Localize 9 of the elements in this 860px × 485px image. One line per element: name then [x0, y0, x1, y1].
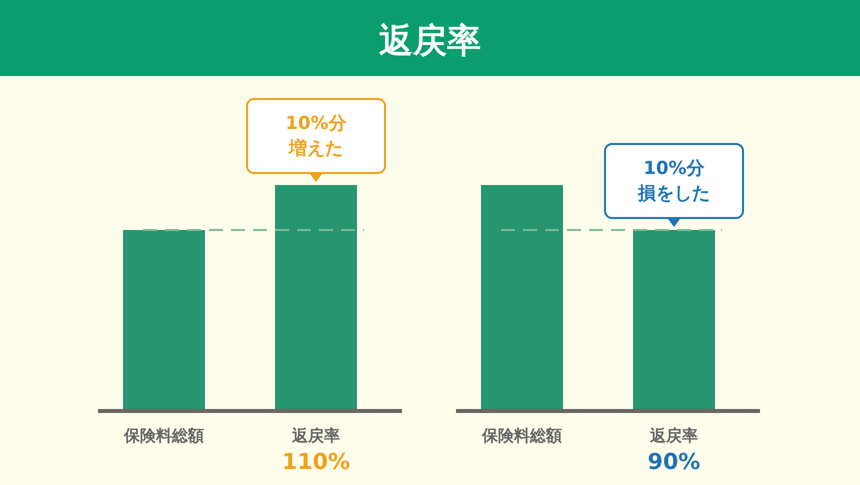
annotation: 10%分損をした: [637, 158, 710, 204]
x-tick-label: 保険料総額: [481, 426, 562, 445]
annotation: 10%分増えた: [285, 113, 348, 159]
x-tick-label: 返戻率: [649, 426, 698, 445]
x-tick-label: 返戻率: [291, 426, 340, 445]
x-tick-label: 保険料総額: [123, 426, 204, 445]
text: 90%: [648, 450, 700, 475]
text: 110%: [282, 450, 350, 475]
chart-title: 返戻率: [379, 21, 481, 61]
